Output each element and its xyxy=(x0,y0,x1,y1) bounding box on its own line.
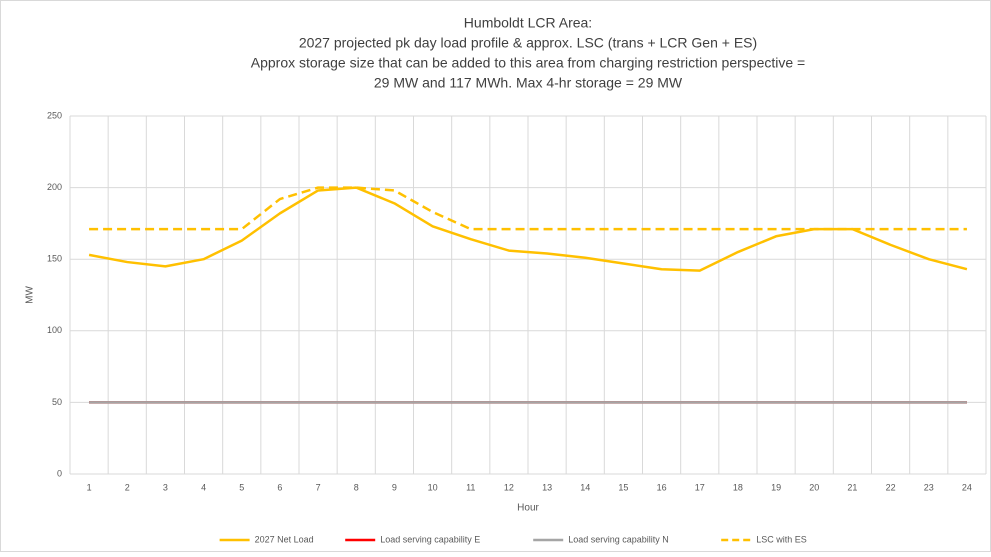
x-tick-label: 16 xyxy=(657,482,667,492)
x-tick-label: 17 xyxy=(695,482,705,492)
x-tick-label: 12 xyxy=(504,482,514,492)
chart-title: Approx storage size that can be added to… xyxy=(251,55,805,71)
x-axis-label: Hour xyxy=(517,503,539,514)
legend-label: Load serving capability E xyxy=(380,534,480,544)
x-tick-label: 5 xyxy=(239,482,244,492)
x-tick-label: 6 xyxy=(277,482,282,492)
y-tick-label: 200 xyxy=(47,182,62,192)
x-tick-label: 8 xyxy=(354,482,359,492)
x-tick-label: 3 xyxy=(163,482,168,492)
x-tick-label: 11 xyxy=(466,482,475,492)
y-tick-label: 100 xyxy=(47,325,62,335)
x-tick-label: 22 xyxy=(886,482,896,492)
chart-title: 2027 projected pk day load profile & app… xyxy=(299,35,757,51)
x-tick-label: 10 xyxy=(428,482,438,492)
x-tick-label: 14 xyxy=(580,482,590,492)
x-tick-label: 13 xyxy=(542,482,552,492)
chart-title: Humboldt LCR Area: xyxy=(464,15,592,31)
chart-title: 29 MW and 117 MWh. Max 4-hr storage = 29… xyxy=(374,75,683,91)
x-tick-label: 20 xyxy=(809,482,819,492)
y-axis-label: MW xyxy=(25,286,36,304)
x-tick-label: 2 xyxy=(125,482,130,492)
y-tick-label: 150 xyxy=(47,254,62,264)
legend-label: Load serving capability N xyxy=(568,534,669,544)
x-tick-label: 19 xyxy=(771,482,781,492)
x-tick-label: 1 xyxy=(87,482,92,492)
series-line xyxy=(89,186,967,231)
legend-label: 2027 Net Load xyxy=(255,534,314,544)
x-tick-label: 9 xyxy=(392,482,397,492)
series-line xyxy=(88,186,968,272)
x-tick-label: 23 xyxy=(924,482,934,492)
y-tick-label: 50 xyxy=(52,397,62,407)
y-tick-label: 0 xyxy=(57,468,62,478)
x-tick-label: 4 xyxy=(201,482,206,492)
x-tick-label: 21 xyxy=(847,482,857,492)
x-tick-label: 15 xyxy=(618,482,628,492)
x-tick-label: 18 xyxy=(733,482,743,492)
x-tick-label: 24 xyxy=(962,482,972,492)
x-tick-label: 7 xyxy=(316,482,321,492)
legend-label: LSC with ES xyxy=(756,534,807,544)
y-tick-label: 250 xyxy=(47,110,62,120)
